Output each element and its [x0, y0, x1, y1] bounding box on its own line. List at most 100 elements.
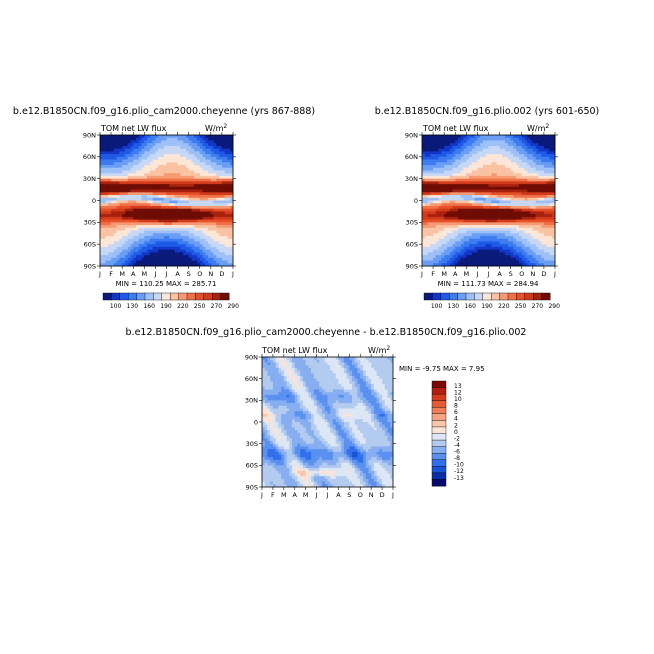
panel-left-cell: [210, 143, 214, 147]
panel-left-cell: [111, 162, 115, 166]
panel-left-cell: [208, 197, 212, 201]
panel-right-cell: [541, 195, 545, 199]
panel-left-cell: [216, 145, 220, 149]
panel-left-cell: [210, 246, 214, 250]
panel-right-cell: [469, 137, 473, 141]
panel-left-cell: [147, 233, 151, 237]
panel-left-cell: [169, 135, 173, 139]
panel-left-cell: [152, 205, 156, 210]
panel-left-cell: [163, 235, 167, 240]
panel-right-cell: [441, 238, 445, 242]
panel-right-cell: [505, 137, 509, 141]
panel-right-cell: [477, 145, 481, 149]
panel-right-cell: [491, 170, 495, 174]
panel-right-cell: [482, 241, 487, 245]
panel-right-cell: [491, 151, 495, 155]
panel-right-cell: [424, 189, 428, 193]
panel-right-cell: [494, 173, 498, 177]
panel-left-cell: [130, 235, 134, 240]
panel-right-cell: [452, 219, 456, 223]
panel-right-cell: [427, 178, 431, 182]
panel-right-cell: [455, 200, 459, 204]
panel-left-cell: [174, 170, 178, 174]
panel-left-cell: [102, 249, 106, 253]
panel-left-cell: [191, 233, 195, 237]
panel-left-cell: [127, 135, 131, 139]
panel-left-cell: [221, 200, 226, 204]
panel-right-cell: [516, 208, 520, 212]
panel-right-cell: [471, 148, 475, 152]
panel-left-cell: [185, 140, 190, 144]
panel-right-cell: [527, 151, 531, 155]
panel-left-cell: [149, 230, 153, 234]
panel-left-cell: [185, 244, 190, 248]
panel-right-cell: [427, 246, 431, 250]
panel-left-cell: [224, 167, 228, 171]
panel-diff-cell: [270, 478, 274, 482]
panel-right-cell: [524, 203, 528, 207]
panel-right-cell: [491, 195, 495, 199]
panel-right-cell: [422, 175, 426, 180]
panel-right-cell: [427, 159, 431, 163]
panel-left-cell: [216, 148, 220, 152]
panel-right-cell: [422, 225, 426, 229]
panel-left-cell: [136, 145, 140, 149]
panel-left-cell: [133, 184, 137, 188]
panel-right-cell: [430, 175, 434, 180]
panel-right-cell: [444, 246, 448, 250]
panel-right-cell: [463, 137, 467, 141]
panel-left-cell: [141, 257, 145, 261]
panel-left-cell: [116, 225, 120, 229]
panel-left-colorbar-label: 250: [194, 303, 206, 310]
panel-left-cell: [166, 205, 170, 210]
panel-left-cell: [180, 233, 184, 237]
panel-right-cell: [480, 246, 484, 250]
panel-right-cell: [446, 186, 451, 190]
panel-left-cell: [172, 192, 176, 196]
panel-right-cell: [513, 148, 517, 152]
panel-left-cell: [149, 186, 153, 190]
panel-left-cell: [202, 167, 206, 171]
panel-left-cell: [111, 137, 115, 141]
panel-right-cell: [546, 225, 550, 229]
panel-left-cell: [102, 216, 106, 220]
panel-left-cell: [158, 184, 162, 188]
panel-left-cell: [196, 235, 201, 240]
panel-left-cell: [183, 244, 187, 248]
panel-left-cell: [169, 189, 173, 193]
panel-right-cell: [482, 197, 487, 201]
panel-left-cell: [116, 148, 120, 152]
panel-left-cell: [221, 135, 226, 139]
panel-diff-cell: [264, 446, 268, 450]
panel-left-cell: [166, 165, 170, 169]
panel-right-cell: [507, 135, 512, 139]
panel-right-cell: [469, 252, 473, 256]
panel-right-cell: [513, 170, 517, 174]
panel-left-cell: [177, 249, 181, 253]
panel-right-cell: [460, 137, 464, 141]
panel-left-cell: [216, 222, 220, 226]
panel-left-cell: [105, 151, 109, 155]
panel-right-cell: [546, 235, 550, 240]
panel-right-cell: [444, 211, 448, 215]
panel-left-cell: [185, 233, 190, 237]
panel-right-cell: [482, 205, 487, 210]
panel-right-cell: [444, 260, 448, 264]
panel-left-cell: [158, 143, 162, 147]
panel-left-cell: [116, 170, 120, 174]
panel-left-cell: [136, 260, 140, 264]
panel-left-cell: [133, 197, 137, 201]
panel-diff: b.e12.B1850CN.f09_g16.plio_cam2000.cheye…: [126, 327, 527, 499]
panel-left-cell: [196, 214, 201, 218]
panel-left-cell: [183, 140, 187, 144]
panel-right-cell: [543, 197, 548, 201]
panel-left-cell: [177, 200, 181, 204]
panel-left-cell: [127, 214, 131, 218]
panel-left-cell: [158, 249, 162, 253]
panel-left-cell: [149, 178, 153, 182]
panel-right-cell: [480, 137, 484, 141]
panel-left-cell: [183, 173, 187, 177]
panel-right-cell: [543, 140, 548, 144]
panel-left-cell: [216, 189, 220, 193]
panel-left-cell: [116, 195, 120, 199]
